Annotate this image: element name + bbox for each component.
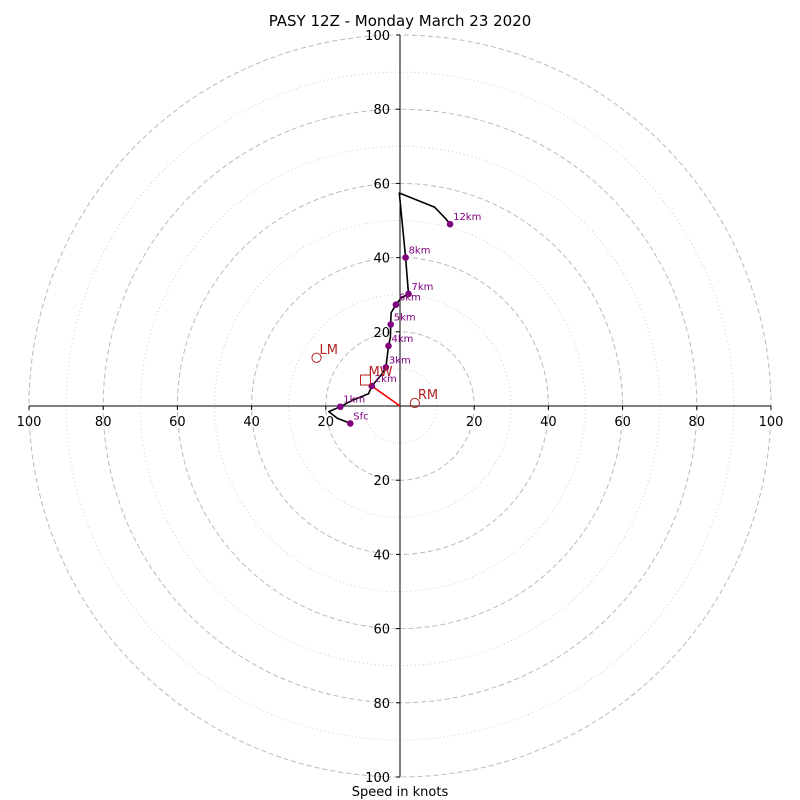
- x-tick-label: 60: [614, 415, 631, 430]
- y-tick-label: 60: [373, 177, 390, 192]
- height-marker-6km: [392, 301, 400, 309]
- storm-motion-mw-label: MW: [368, 365, 392, 380]
- x-tick-label: 100: [17, 415, 42, 430]
- height-label-12km: 12km: [453, 212, 481, 223]
- height-marker-5km: [387, 321, 395, 328]
- x-tick-label: 60: [169, 415, 186, 430]
- height-label-8km: 8km: [409, 246, 431, 257]
- height-label-sfc: Sfc: [353, 411, 368, 422]
- x-tick-label: 20: [318, 415, 335, 430]
- height-marker-1km: [336, 403, 344, 411]
- height-label-1km: 1km: [343, 395, 365, 406]
- x-tick-label: 100: [759, 415, 784, 430]
- tick-labels: 100 100 80 80 60 60 40 40 20 20 20 20 40 40 60 60 80 80 10…: [17, 29, 784, 786]
- x-tick-label: 80: [95, 415, 112, 430]
- x-axis-label: Speed in knots: [352, 785, 449, 800]
- y-tick-label: 100: [365, 29, 390, 44]
- height-label-4km: 4km: [391, 334, 413, 345]
- height-marker-sfc: [346, 420, 354, 427]
- y-tick-label: 80: [373, 697, 390, 712]
- y-tick-label: 20: [373, 326, 390, 341]
- storm-motion-rm-label: RM: [418, 388, 438, 403]
- height-label-5km: 5km: [394, 312, 416, 323]
- storm-motion-lm-label: LM: [320, 343, 338, 358]
- height-label-6km: 6km: [399, 293, 421, 304]
- x-tick-label: 80: [689, 415, 706, 430]
- height-marker-3km: [382, 364, 390, 371]
- shear-vector-layer: [371, 385, 401, 407]
- storm-motion-rm-marker: [409, 397, 420, 409]
- y-tick-label: 40: [373, 252, 390, 267]
- x-tick-label: 40: [243, 415, 260, 430]
- height-label-3km: 3km: [389, 355, 411, 366]
- storm-motions: LM MW RM: [311, 343, 438, 409]
- height-label-7km: 7km: [412, 282, 434, 293]
- y-tick-label: 80: [373, 103, 390, 118]
- height-marker-12km: [446, 220, 454, 228]
- x-tick-label: 20: [466, 415, 483, 430]
- y-tick-label: 60: [373, 623, 390, 638]
- height-marker-4km: [385, 342, 392, 350]
- wind-trace-layer: [327, 192, 451, 425]
- storm-motion-lm-marker: [311, 352, 322, 363]
- storm-motion-mw-marker: [359, 374, 371, 386]
- height-marker-8km: [402, 254, 409, 261]
- y-tick-label: 40: [373, 548, 390, 563]
- shear-vector: [371, 385, 401, 407]
- wind-trace: [327, 192, 451, 425]
- x-tick-label: 40: [540, 415, 557, 430]
- y-tick-label: 20: [373, 474, 390, 489]
- height-label-2km: 2km: [375, 374, 397, 385]
- chart-title: PASY 12Z - Monday March 23 2020: [269, 12, 532, 30]
- y-tick-label: 100: [365, 771, 390, 786]
- height-marker-7km: [405, 290, 412, 298]
